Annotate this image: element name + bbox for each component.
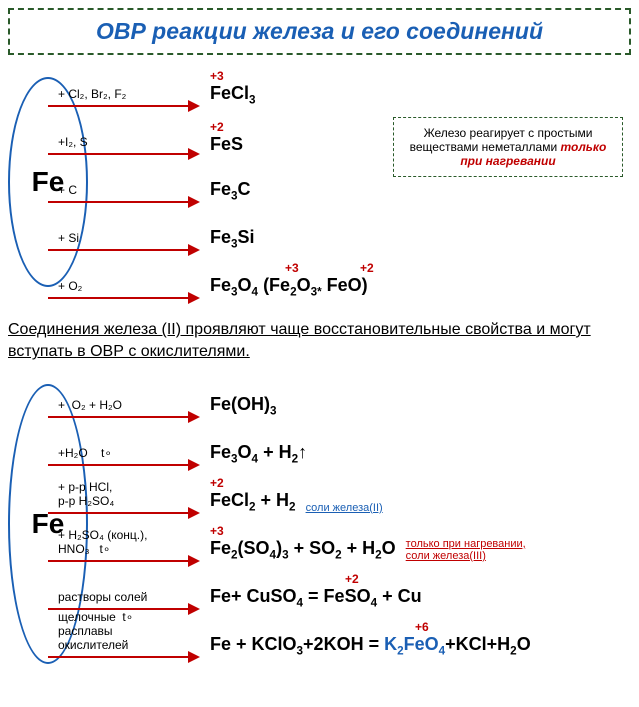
reagent-label: +H₂O t∘ bbox=[58, 446, 112, 460]
arrow-icon bbox=[48, 464, 198, 466]
arrow-wrap: + O₂ bbox=[48, 297, 198, 299]
oxidation-state: +2 bbox=[345, 572, 359, 586]
reaction-row: + Si Fe3Si bbox=[48, 217, 631, 251]
oxidation-state: +3 bbox=[285, 261, 299, 275]
arrow-icon bbox=[48, 560, 198, 562]
oxidation-state: +6 bbox=[415, 620, 429, 634]
mid-text: Соединения железа (II) проявляют чаще во… bbox=[8, 319, 631, 364]
product: Fe2(SO4)3 + SO2 + H2O+3 bbox=[210, 538, 396, 562]
reagent-label: + H₂SO₄ (конц.), HNO₃ t∘ bbox=[58, 528, 147, 556]
arrow-icon bbox=[48, 201, 198, 203]
arrow-icon bbox=[48, 416, 198, 418]
arrow-wrap: щелочные t∘ расплавы окислителей bbox=[48, 656, 198, 658]
arrow-icon bbox=[48, 105, 198, 107]
product: Fe(OH)3 bbox=[210, 394, 277, 418]
arrow-wrap: + Si bbox=[48, 249, 198, 251]
reagent-label: + Cl₂, Br₂, F₂ bbox=[58, 87, 126, 101]
arrow-icon bbox=[48, 656, 198, 658]
product: FeCl3+3 bbox=[210, 83, 256, 107]
reaction-row: щелочные t∘ расплавы окислителей Fe + KCl… bbox=[48, 624, 631, 658]
reagent-label: щелочные t∘ расплавы окислителей bbox=[58, 610, 133, 652]
product-note: только при нагревании, соли железа(III) bbox=[406, 538, 526, 562]
oxidation-state: +3 bbox=[210, 69, 224, 83]
reaction-row: + O₂ Fe3O4 (Fe2O3* FeO)+3+2 bbox=[48, 265, 631, 299]
product: Fe+ CuSO4 = FeSO4 + Cu+2 bbox=[210, 586, 422, 610]
arrow-wrap: + Cl₂, Br₂, F₂ bbox=[48, 105, 198, 107]
reaction-row: растворы солей Fe+ CuSO4 = FeSO4 + Cu+2 bbox=[48, 576, 631, 610]
oxidation-state: +2 bbox=[360, 261, 374, 275]
arrow-wrap: + C bbox=[48, 201, 198, 203]
reaction-row: + C Fe3C bbox=[48, 169, 631, 203]
reagent-label: + Si bbox=[58, 231, 79, 245]
product: FeS+2 bbox=[210, 134, 243, 155]
product: Fe3C bbox=[210, 179, 251, 203]
reaction-row: + H₂SO₄ (конц.), HNO₃ t∘ Fe2(SO4)3 + SO2 … bbox=[48, 528, 631, 562]
diagram-1: Fe Железо реагирует с простыми веществам… bbox=[8, 67, 631, 299]
title: ОВР реакции железа и его соединений bbox=[96, 18, 543, 44]
oxidation-state: +2 bbox=[210, 120, 224, 134]
product-note: соли железа(II) bbox=[306, 502, 383, 514]
product: FeCl2 + H2+2 bbox=[210, 490, 296, 514]
product: Fe + KClO3+2KOH = K2FeO4+KCl+H2O+6 bbox=[210, 634, 531, 658]
reagent-label: + C bbox=[58, 183, 77, 197]
arrow-icon bbox=[48, 153, 198, 155]
reagent-label: растворы солей bbox=[58, 590, 147, 604]
reagent-label: +I₂, S bbox=[58, 135, 88, 149]
product: Fe3O4 + H2↑ bbox=[210, 442, 307, 466]
oxidation-state: +3 bbox=[210, 524, 224, 538]
reaction-row: +H₂O t∘ Fe3O4 + H2↑ bbox=[48, 432, 631, 466]
arrow-wrap: + H₂SO₄ (конц.), HNO₃ t∘ bbox=[48, 560, 198, 562]
product: Fe3Si bbox=[210, 227, 255, 251]
reaction-row: +I₂, S FeS+2 bbox=[48, 121, 631, 155]
arrow-icon bbox=[48, 297, 198, 299]
reagent-label: + O₂ bbox=[58, 279, 82, 293]
reaction-row: + р-р HCl, р-р H₂SO₄ FeCl2 + H2+2 соли жел… bbox=[48, 480, 631, 514]
reagent-label: + р-р HCl, р-р H₂SO₄ bbox=[58, 480, 114, 508]
title-box: ОВР реакции железа и его соединений bbox=[8, 8, 631, 55]
reagent-label: + O₂ + H₂O bbox=[58, 398, 122, 412]
reactions-1: + Cl₂, Br₂, F₂FeCl3+3+I₂, SFeS+2+ CFe3C+… bbox=[48, 67, 631, 299]
arrow-wrap: + O₂ + H₂O bbox=[48, 416, 198, 418]
arrow-icon bbox=[48, 249, 198, 251]
diagram-2: Fe + O₂ + H₂OFe(OH)3+H₂O t∘Fe3O4 + H2↑+ … bbox=[8, 378, 631, 678]
reactions-2: + O₂ + H₂O Fe(OH)3 +H₂O t∘ Fe3O4 + H2↑ + р-р… bbox=[48, 378, 631, 658]
reaction-row: + O₂ + H₂O Fe(OH)3 bbox=[48, 384, 631, 418]
product: Fe3O4 (Fe2O3* FeO)+3+2 bbox=[210, 275, 368, 299]
oxidation-state: +2 bbox=[210, 476, 224, 490]
arrow-icon bbox=[48, 512, 198, 514]
reaction-row: + Cl₂, Br₂, F₂ FeCl3+3 bbox=[48, 73, 631, 107]
arrow-wrap: + р-р HCl, р-р H₂SO₄ bbox=[48, 512, 198, 514]
arrow-wrap: +I₂, S bbox=[48, 153, 198, 155]
arrow-wrap: +H₂O t∘ bbox=[48, 464, 198, 466]
